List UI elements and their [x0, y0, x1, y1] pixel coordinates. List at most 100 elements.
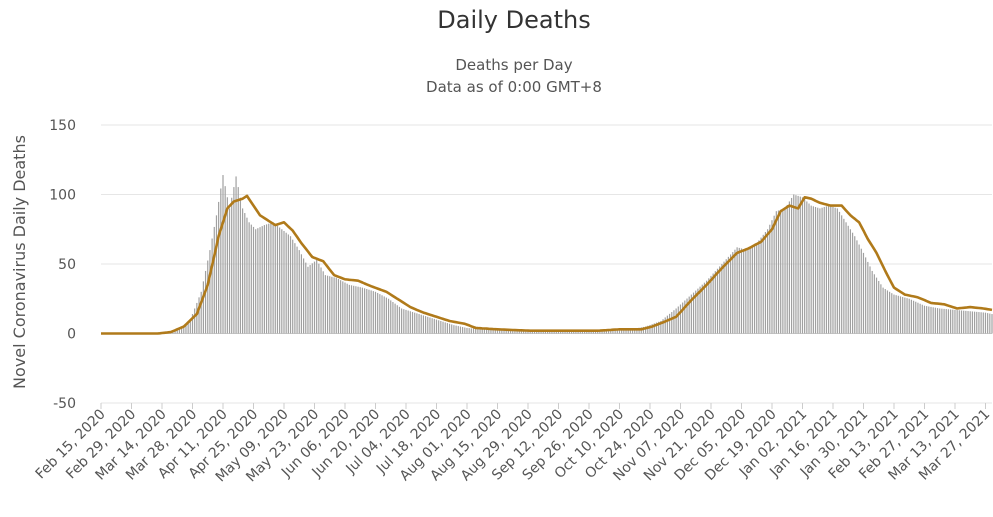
daily-bar — [919, 303, 921, 334]
daily-bar — [433, 318, 435, 334]
daily-bar — [958, 310, 960, 334]
daily-bar — [666, 315, 669, 334]
daily-bar — [882, 287, 884, 334]
daily-bar — [950, 309, 952, 334]
daily-bar — [455, 325, 457, 334]
daily-bar — [753, 244, 756, 334]
daily-bar — [989, 313, 991, 334]
daily-bar — [348, 284, 350, 334]
daily-bar — [387, 298, 390, 334]
daily-bar — [673, 310, 675, 334]
daily-bar — [527, 330, 529, 334]
daily-bar — [414, 312, 416, 334]
daily-bar — [335, 277, 337, 334]
daily-bar — [333, 277, 335, 334]
daily-bar — [307, 266, 309, 334]
daily-bar — [703, 282, 706, 334]
daily-bar — [270, 222, 272, 334]
daily-bar — [514, 330, 516, 334]
daily-bar — [396, 305, 398, 334]
daily-bar — [926, 306, 928, 334]
daily-bar — [446, 323, 448, 334]
daily-bar — [370, 290, 372, 334]
daily-bar — [767, 229, 769, 334]
daily-bar — [187, 321, 189, 334]
daily-bar — [242, 208, 244, 334]
daily-bar — [762, 234, 764, 334]
daily-bar — [496, 330, 499, 334]
daily-bar — [568, 330, 570, 334]
daily-bar — [311, 263, 313, 334]
daily-bar — [575, 330, 577, 334]
daily-bar — [610, 329, 612, 334]
daily-bar — [690, 294, 692, 334]
daily-bar — [664, 317, 666, 334]
daily-bar — [555, 330, 557, 334]
daily-bar — [843, 218, 845, 334]
daily-bar — [943, 308, 945, 334]
daily-bar — [494, 330, 496, 334]
daily-bar — [261, 226, 263, 334]
daily-bar — [464, 327, 466, 334]
daily-bar — [714, 271, 716, 334]
daily-bar — [427, 316, 429, 334]
daily-bar — [817, 207, 819, 334]
daily-bar — [836, 208, 838, 334]
daily-bar — [793, 194, 795, 334]
daily-bar — [239, 197, 242, 334]
daily-bar — [987, 313, 989, 334]
chart-title: Daily Deaths — [437, 6, 590, 34]
daily-bar — [228, 208, 231, 334]
daily-bar — [451, 324, 453, 334]
daily-bar — [862, 252, 865, 334]
daily-bar — [682, 302, 684, 334]
daily-bar — [557, 330, 560, 334]
daily-bar — [828, 205, 830, 334]
daily-bar — [618, 329, 621, 334]
daily-bar — [233, 187, 235, 334]
daily-bar — [780, 209, 782, 334]
y-tick-label: 50 — [58, 257, 76, 273]
daily-bar — [418, 314, 420, 334]
daily-bar — [716, 268, 719, 334]
daily-bar — [967, 311, 969, 334]
daily-bar — [542, 330, 544, 334]
daily-bar — [797, 195, 799, 334]
daily-bar — [213, 226, 215, 334]
daily-bar — [871, 270, 873, 334]
daily-bar — [176, 329, 178, 334]
daily-bar — [804, 199, 806, 334]
daily-bar — [760, 237, 762, 334]
daily-bar — [302, 258, 305, 334]
daily-bar — [300, 254, 303, 334]
daily-bar — [479, 329, 481, 334]
daily-bar — [710, 275, 712, 334]
daily-bar — [973, 311, 976, 334]
daily-bar — [971, 311, 973, 334]
daily-bar — [509, 330, 512, 334]
daily-bar — [507, 330, 509, 334]
daily-bar — [281, 229, 283, 334]
daily-bar — [614, 329, 616, 334]
daily-bar — [409, 311, 411, 334]
daily-bar — [867, 261, 869, 334]
daily-bar — [204, 270, 207, 334]
daily-bar — [658, 321, 660, 334]
daily-bar — [462, 327, 464, 334]
daily-bar — [655, 322, 658, 334]
daily-bar — [729, 254, 732, 334]
daily-bar — [745, 249, 747, 334]
daily-bar — [579, 330, 581, 334]
daily-bar — [734, 249, 736, 334]
y-axis-ticks: 150 100 50 0 -50 — [49, 118, 76, 412]
daily-bar — [490, 329, 492, 334]
daily-bar — [492, 329, 494, 334]
daily-bar — [263, 225, 265, 334]
daily-bar — [283, 230, 285, 334]
daily-bar — [825, 206, 828, 334]
daily-bar — [647, 325, 649, 334]
daily-bar — [322, 271, 324, 334]
daily-bar — [366, 289, 368, 334]
daily-bar — [671, 312, 673, 334]
